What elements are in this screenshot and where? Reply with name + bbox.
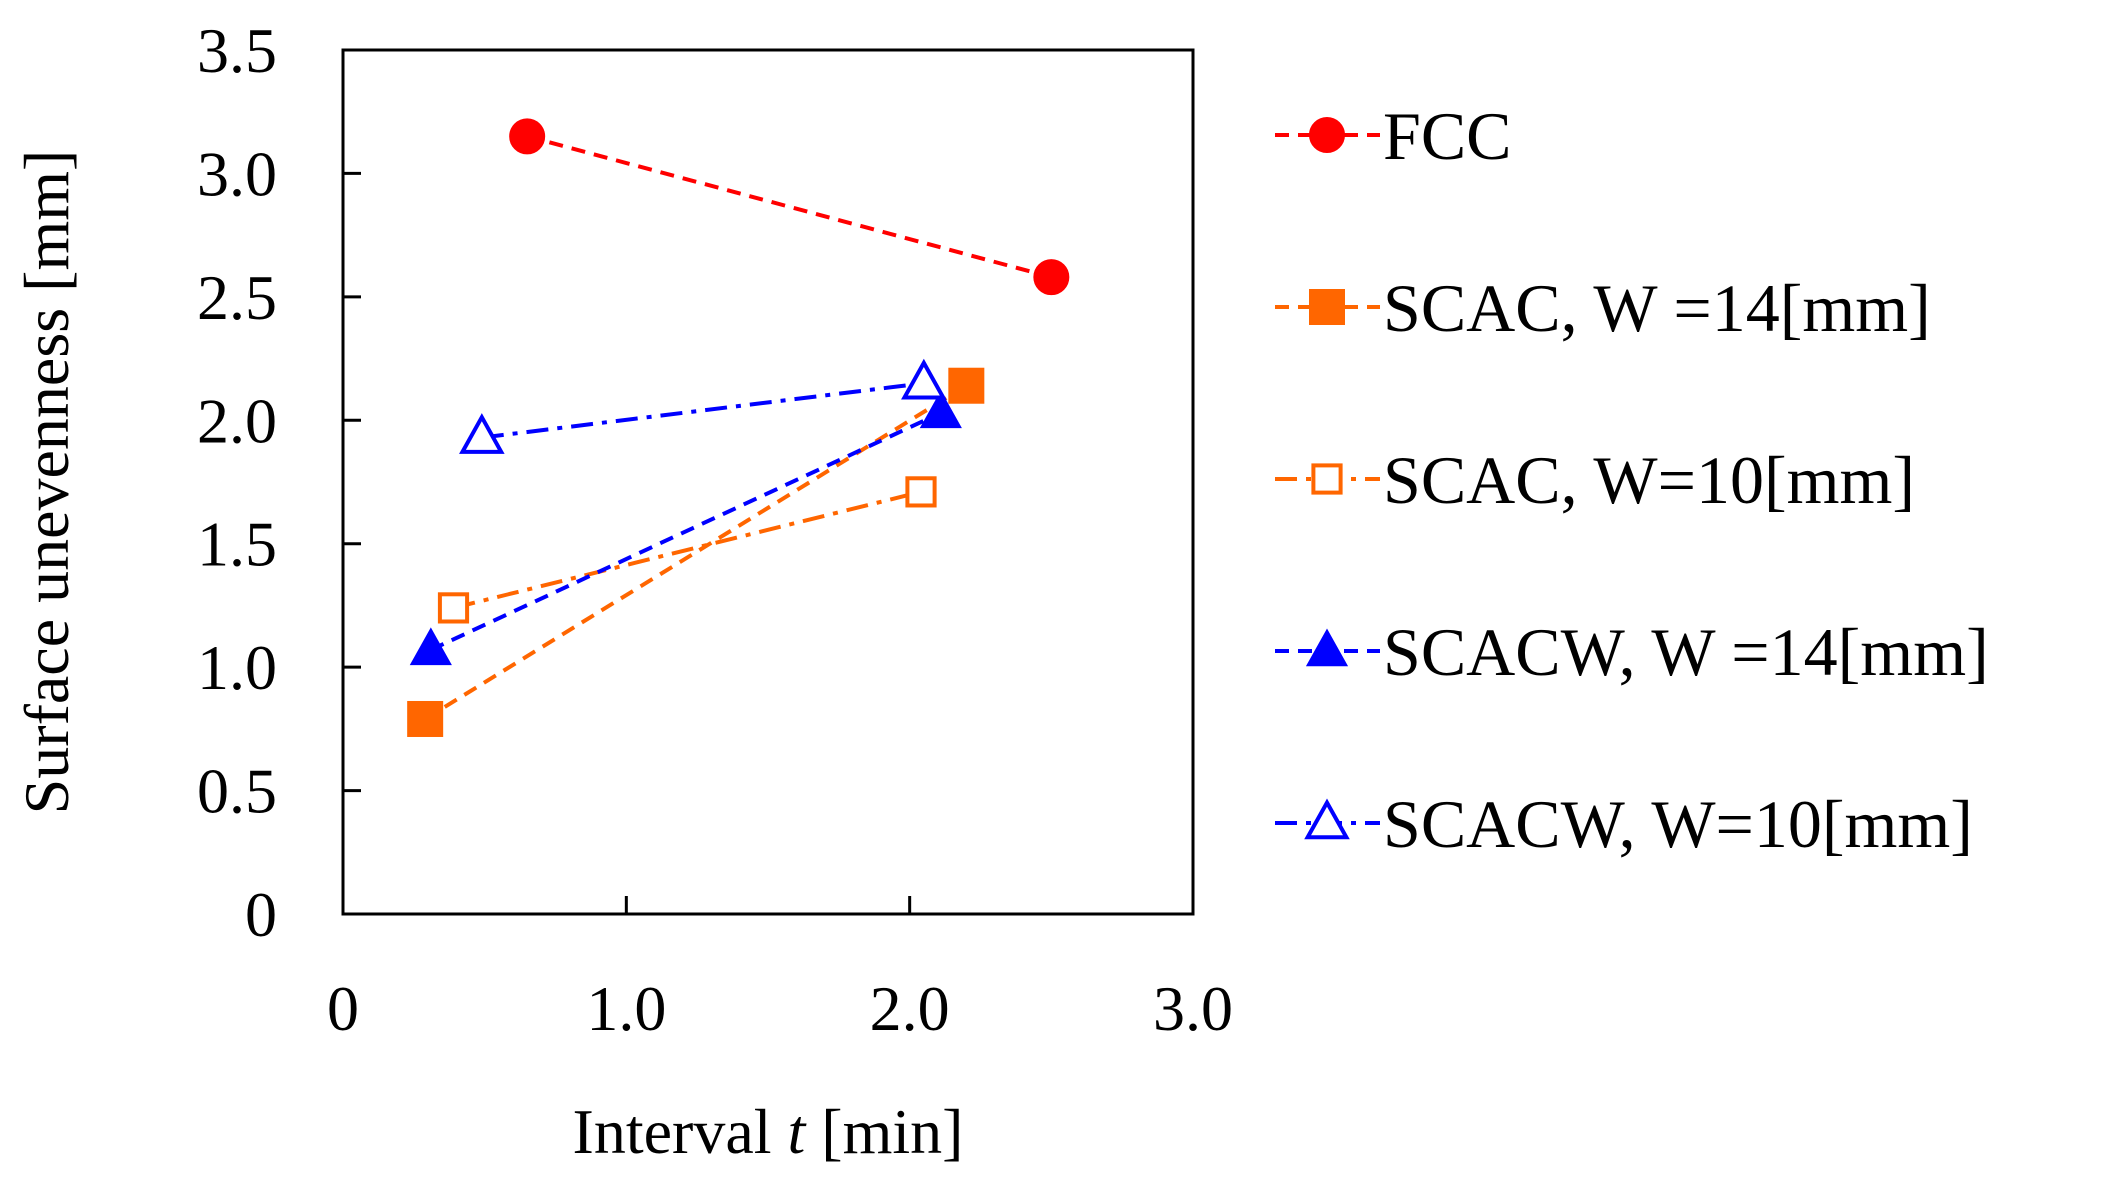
legend-marker [1311, 463, 1343, 495]
x-axis-title-var: t [788, 1096, 808, 1167]
data-point [905, 476, 937, 508]
x-axis-title: Interval t [min] [573, 1096, 964, 1167]
legend-item-scac-w-14-mm: SCAC, W =14[mm] [1275, 270, 1931, 346]
series-line [481, 381, 925, 440]
legend-label: SCAC, W =14[mm] [1383, 270, 1931, 346]
series-scac-w-10-mm [437, 476, 937, 624]
y-tick-label: 1.5 [197, 509, 277, 580]
y-axis: 0 0.5 1.0 1.5 2.0 2.5 3.0 3.5 [197, 15, 361, 950]
legend-marker [1309, 289, 1345, 325]
y-tick-label: 1.0 [197, 632, 277, 703]
legend-marker [1304, 798, 1350, 840]
series-layer [407, 118, 1070, 737]
legend-item-scacw-w-14-mm: SCACW, W =14[mm] [1275, 614, 1989, 690]
data-point [459, 413, 505, 454]
data-point [948, 367, 985, 404]
series-line [526, 134, 1052, 280]
y-tick-label: 3.0 [197, 138, 277, 209]
series-line [424, 384, 968, 721]
x-axis-title-suffix: [min] [805, 1096, 963, 1167]
y-tick-label: 0 [245, 879, 277, 950]
y-tick-label: 2.5 [197, 262, 277, 333]
plot-frame [341, 48, 1195, 916]
series-scac-w-14-mm [407, 367, 985, 737]
y-tick-label: 2.0 [197, 385, 277, 456]
x-tick-label: 1.0 [586, 973, 666, 1044]
series-fcc [509, 118, 1070, 296]
data-point [437, 592, 470, 624]
legend-label: FCC [1383, 98, 1512, 174]
data-point [407, 700, 444, 737]
series-scacw-w-14-mm [409, 390, 962, 666]
legend: FCC SCAC, W =14[mm] SCAC, W=10[mm] SCACW, W… [1275, 98, 1989, 862]
x-tick-label: 0 [327, 973, 359, 1044]
data-point [1033, 259, 1070, 296]
data-point [409, 627, 452, 666]
data-point [919, 390, 962, 429]
legend-label: SCAC, W=10[mm] [1383, 442, 1915, 518]
y-tick-label: 3.5 [197, 15, 277, 86]
legend-label: SCACW, W=10[mm] [1383, 786, 1973, 862]
data-point [509, 118, 546, 155]
x-tick-label: 3.0 [1153, 973, 1233, 1044]
series-scacw-w-10-mm [459, 358, 947, 454]
data-point [901, 358, 947, 400]
x-axis: 0 1.0 2.0 3.0 [327, 896, 1233, 1044]
series-line [429, 411, 942, 652]
y-tick-label: 0.5 [197, 756, 277, 827]
legend-marker [1309, 117, 1345, 153]
legend-item-scac-w-10-mm: SCAC, W=10[mm] [1275, 442, 1915, 518]
legend-item-scacw-w-10-mm: SCACW, W=10[mm] [1275, 786, 1973, 862]
series-line [453, 489, 922, 610]
legend-marker [1305, 628, 1349, 667]
legend-item-fcc: FCC [1275, 98, 1512, 174]
x-axis-title-prefix: Interval [573, 1096, 788, 1167]
y-axis-title: Surface unevenness [mm] [11, 150, 82, 815]
x-tick-label: 2.0 [870, 973, 950, 1044]
legend-label: SCACW, W =14[mm] [1383, 614, 1989, 690]
